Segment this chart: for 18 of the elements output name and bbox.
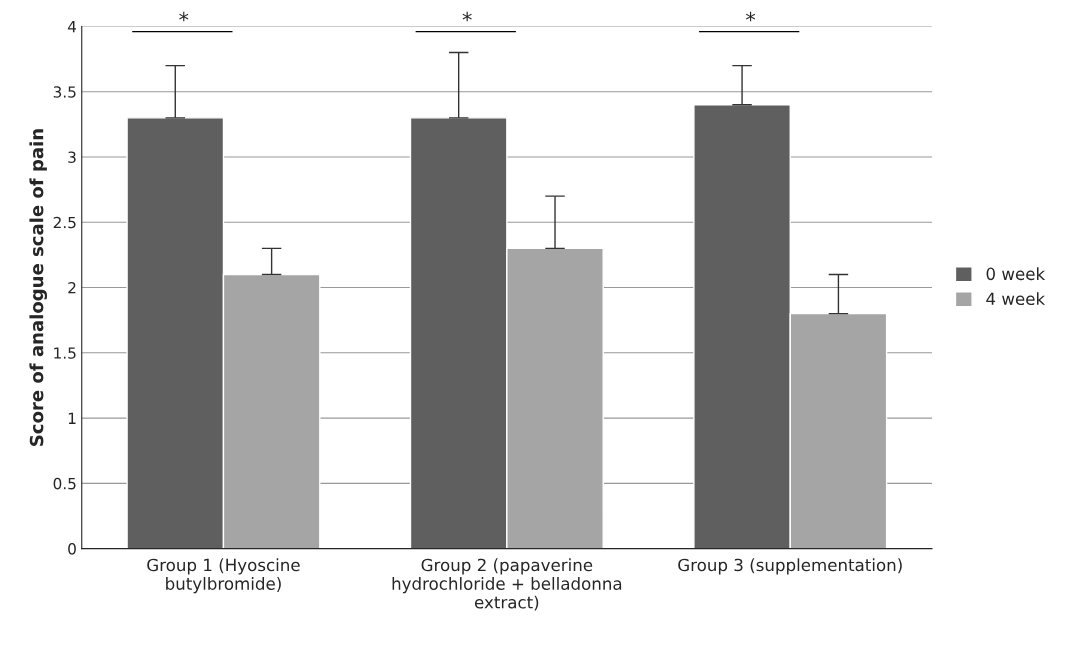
y-tick-label: 0 <box>68 543 76 555</box>
y-tick-label: 0.5 <box>53 477 76 490</box>
y-tick-label: 3.5 <box>53 86 76 98</box>
y-axis-title: Score of analogue scale of pain <box>29 129 48 446</box>
text: * <box>745 11 756 22</box>
legend-label: 4 week <box>986 292 1046 306</box>
x-tick-label: Group 1 (Hyoscine butylbromide) <box>147 558 300 594</box>
x-tick-label: Group 2 (papaverine hydrochloride + belladonna extract) <box>392 558 622 611</box>
y-tick-label: 4 <box>67 21 77 33</box>
legend-label: 0 week <box>986 267 1046 281</box>
x-tick-label: Group 3 (supplementation) <box>678 558 902 575</box>
y-tick-label: 2.5 <box>53 216 76 229</box>
y-tick-label: 1 <box>68 412 76 424</box>
y-tick-label: 3 <box>68 151 76 164</box>
text: * <box>179 11 189 22</box>
y-tick-label: 2 <box>68 282 76 294</box>
y-tick-label: 1.5 <box>54 347 76 359</box>
text: * <box>462 11 472 22</box>
